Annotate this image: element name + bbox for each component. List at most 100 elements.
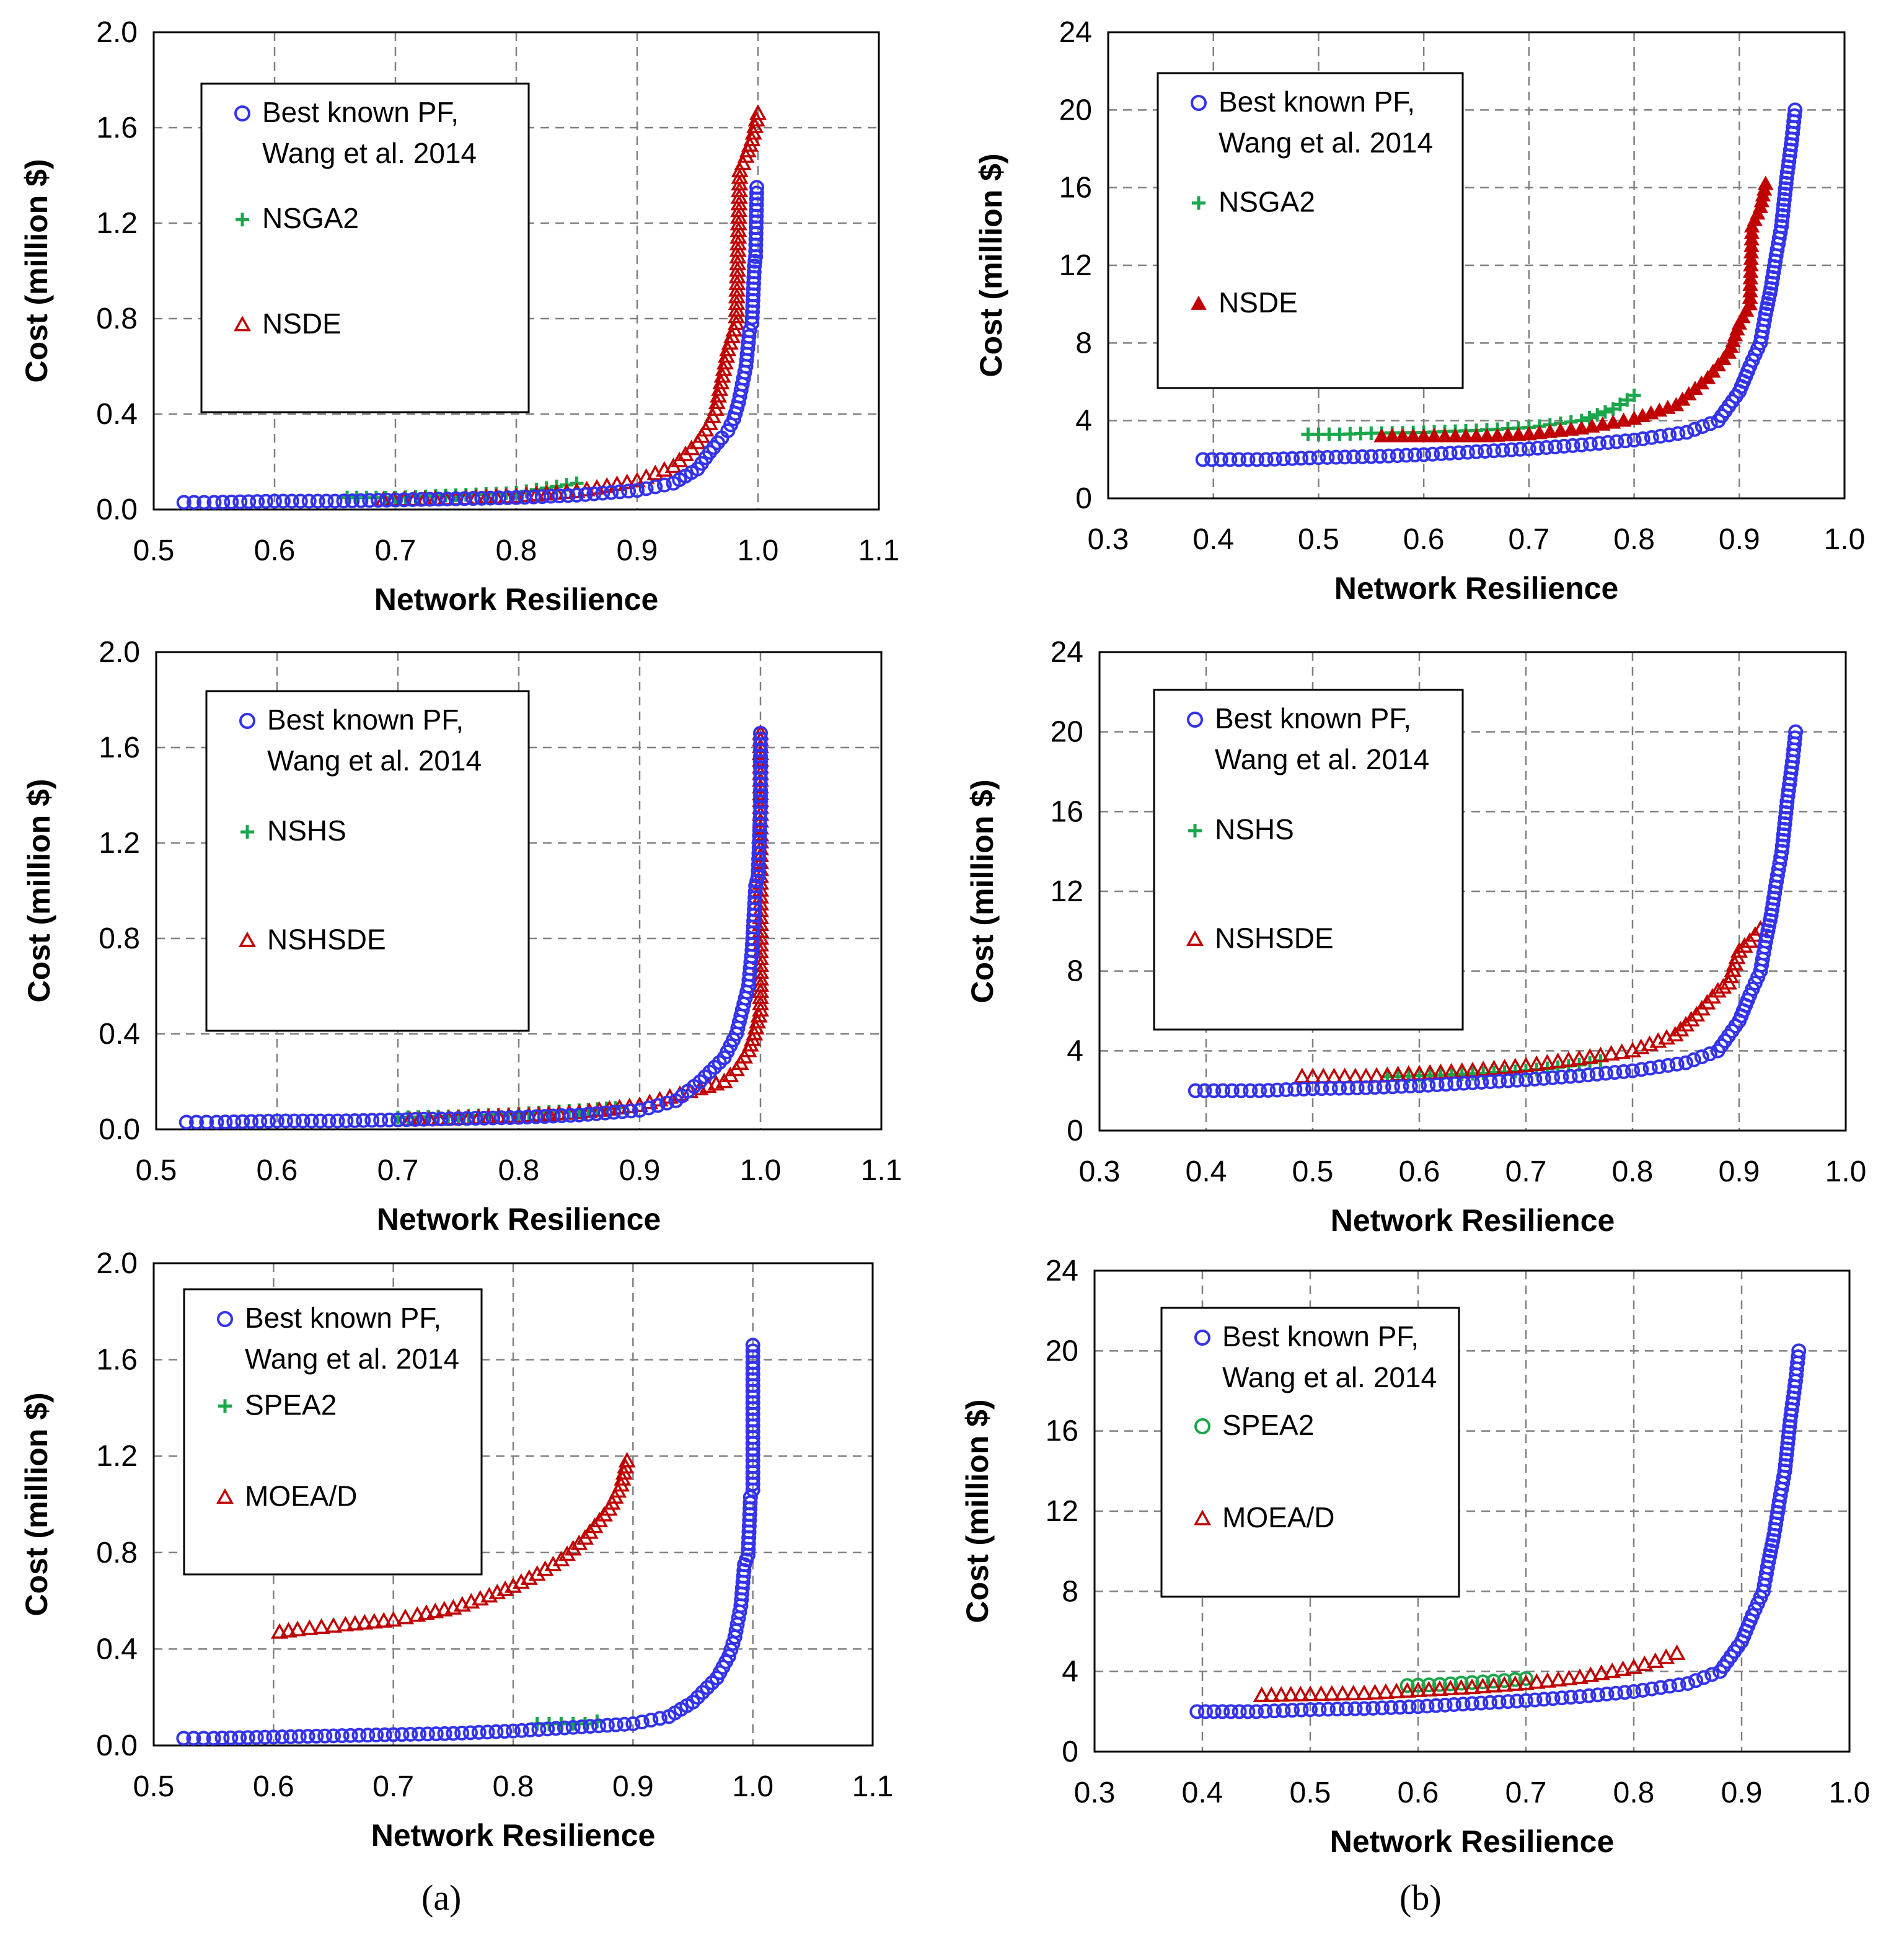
legend-box bbox=[183, 1288, 483, 1576]
data-point bbox=[634, 1714, 650, 1730]
data-point bbox=[1549, 1670, 1567, 1687]
series-best-known-pf-wang-et-al-2014 bbox=[178, 725, 768, 1130]
series-best-known-pf-wang-et-al-2014 bbox=[1195, 102, 1803, 467]
x-tick-label: 0.9 bbox=[617, 534, 658, 567]
chart-b2: 0.3 0.4 0.5 0.6 0.7 0.8 0.9 1.0 0 4 8 12 16 20 24 Netwo… bbox=[965, 636, 1866, 1238]
data-point bbox=[384, 1611, 402, 1627]
chart-b1: 0.3 0.4 0.5 0.6 0.7 0.8 0.9 1.0 0 4 8 12 16 20 24 Netwo… bbox=[974, 16, 1865, 606]
data-point bbox=[1574, 420, 1590, 435]
data-point bbox=[1599, 1687, 1615, 1702]
data-point bbox=[1589, 1066, 1605, 1082]
data-point bbox=[1598, 1066, 1613, 1081]
data-point bbox=[1730, 942, 1748, 958]
data-point bbox=[1395, 428, 1411, 443]
y-tick-label: 0.4 bbox=[96, 398, 138, 431]
data-point bbox=[474, 490, 490, 506]
series-nsde bbox=[1373, 175, 1774, 443]
data-point bbox=[206, 495, 222, 510]
data-point bbox=[266, 1729, 281, 1745]
legend-label: NSGA2 bbox=[1219, 186, 1315, 218]
y-tick-label: 12 bbox=[1046, 1495, 1078, 1528]
legend: Best known PF, Wang et al. 2014 SPEA2 MOEA/… bbox=[1160, 1307, 1460, 1598]
data-point bbox=[1240, 452, 1256, 467]
series-moea-d bbox=[271, 1452, 636, 1639]
data-point bbox=[1617, 1685, 1633, 1700]
data-point bbox=[552, 488, 567, 503]
x-axis-label: Network Resilience bbox=[377, 1202, 661, 1237]
legend-label: Best known PF, bbox=[245, 1302, 441, 1334]
data-point bbox=[528, 1109, 544, 1124]
data-point bbox=[232, 494, 248, 510]
data-point bbox=[480, 1724, 495, 1740]
data-point bbox=[1714, 977, 1732, 994]
data-point bbox=[1510, 426, 1527, 441]
legend: Best known PF, Wang et al. 2014 NSHS NSHSDE bbox=[1153, 689, 1464, 1031]
data-point bbox=[1463, 1678, 1481, 1695]
legend-label: Wang et al. 2014 bbox=[267, 744, 482, 777]
data-point bbox=[1469, 444, 1484, 459]
data-point bbox=[1704, 1667, 1720, 1682]
data-point bbox=[1538, 1054, 1556, 1070]
data-point bbox=[1451, 445, 1466, 461]
data-point bbox=[371, 493, 386, 508]
legend-label: NSHSDE bbox=[1215, 922, 1334, 954]
data-point bbox=[1592, 436, 1606, 451]
x-tick-label: 0.7 bbox=[1508, 523, 1549, 556]
data-point bbox=[574, 1719, 589, 1734]
y-tick-label: 8 bbox=[1067, 955, 1083, 988]
data-point bbox=[1388, 1682, 1406, 1698]
data-point bbox=[723, 1642, 739, 1657]
data-point bbox=[1776, 192, 1792, 207]
plot-frame bbox=[152, 31, 880, 511]
data-point bbox=[1321, 1701, 1336, 1717]
y-tick-label: 12 bbox=[1051, 875, 1083, 908]
data-point bbox=[176, 1731, 192, 1746]
legend-label: SPEA2 bbox=[1222, 1409, 1314, 1441]
y-tick-label: 0 bbox=[1067, 1114, 1083, 1147]
data-point bbox=[1662, 427, 1677, 443]
data-point bbox=[1215, 1704, 1230, 1719]
data-point bbox=[1787, 108, 1802, 123]
data-point bbox=[280, 1622, 298, 1638]
data-point bbox=[1571, 1049, 1588, 1066]
y-tick-label: 0 bbox=[1062, 1736, 1078, 1768]
y-tick-label: 0.8 bbox=[99, 922, 140, 955]
data-point bbox=[1788, 724, 1804, 739]
legend-label: Wang et al. 2014 bbox=[1219, 126, 1433, 159]
x-tick-label: 0.8 bbox=[498, 1154, 540, 1187]
data-point bbox=[1429, 1698, 1443, 1713]
data-point bbox=[412, 1726, 427, 1742]
data-point bbox=[1204, 452, 1220, 467]
data-point bbox=[390, 1112, 405, 1127]
data-point bbox=[612, 484, 628, 500]
data-point bbox=[226, 1114, 242, 1129]
data-point bbox=[1703, 416, 1718, 431]
data-point bbox=[454, 1725, 470, 1741]
data-point bbox=[1337, 449, 1352, 465]
data-point bbox=[433, 1111, 449, 1127]
data-point bbox=[1562, 1069, 1578, 1084]
data-point bbox=[534, 489, 550, 505]
data-point bbox=[235, 1114, 250, 1129]
data-point bbox=[597, 1105, 613, 1121]
data-point bbox=[544, 1555, 562, 1571]
data-point bbox=[369, 1727, 384, 1743]
data-point bbox=[1442, 446, 1458, 461]
data-point bbox=[509, 490, 524, 505]
data-point bbox=[1468, 428, 1484, 443]
legend-label: NSDE bbox=[1219, 286, 1298, 319]
data-point bbox=[1696, 1670, 1712, 1685]
data-point bbox=[1774, 213, 1790, 229]
x-tick-label: 1.0 bbox=[1824, 523, 1866, 556]
data-point bbox=[1311, 1701, 1327, 1717]
data-point bbox=[1615, 412, 1632, 427]
legend: Best known PF, Wang et al. 2014 SPEA2 MOEA/… bbox=[183, 1288, 483, 1576]
data-point bbox=[413, 492, 429, 507]
x-tick-label: 0.6 bbox=[253, 1770, 294, 1803]
data-point bbox=[1458, 428, 1474, 443]
data-point bbox=[1328, 449, 1344, 465]
x-tick-label: 1.0 bbox=[738, 534, 779, 567]
data-point bbox=[345, 493, 360, 508]
y-tick-label: 20 bbox=[1059, 94, 1092, 126]
legend-marker bbox=[239, 931, 256, 948]
